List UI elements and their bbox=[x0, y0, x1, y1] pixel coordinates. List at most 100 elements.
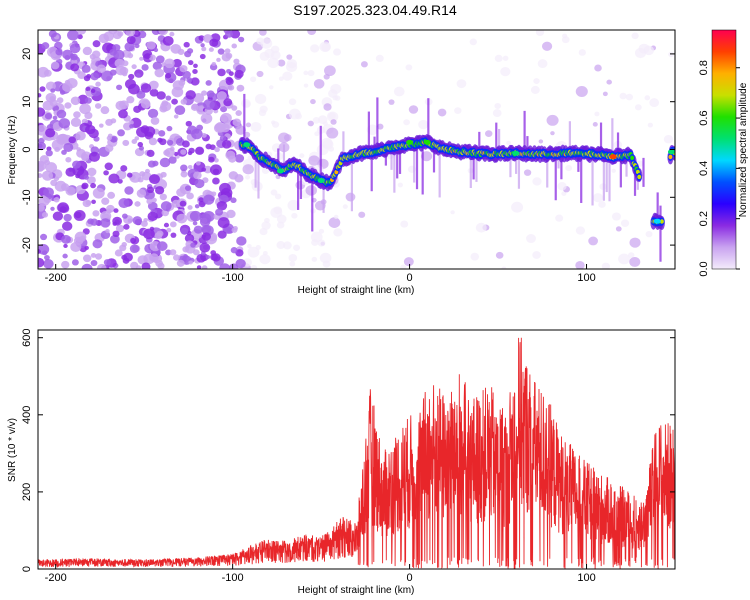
spectrogram-noise-cell bbox=[219, 114, 228, 122]
spectrogram-y-tick-label: 20 bbox=[21, 48, 33, 60]
spectrogram-noise-cell bbox=[247, 246, 260, 258]
chart-title: S197.2025.323.04.49.R14 bbox=[293, 2, 457, 18]
colorbar-gradient bbox=[712, 30, 736, 269]
spectrogram-x-tick-label: -100 bbox=[222, 272, 244, 284]
spectrogram-noise-cell bbox=[189, 210, 202, 222]
spectrogram-noise-cell bbox=[322, 139, 334, 150]
spectrogram-noise-cell bbox=[562, 33, 568, 39]
spectrogram-noise-cell bbox=[103, 170, 109, 176]
spectrogram-noise-cell bbox=[169, 249, 177, 256]
spectrogram-noise-cell bbox=[98, 123, 104, 128]
spectrogram-noise-cell bbox=[58, 118, 71, 129]
spectrogram-noise-cell bbox=[136, 90, 146, 99]
snr-x-label: Height of straight line (km) bbox=[298, 585, 415, 596]
spectrogram-noise-cell bbox=[219, 135, 227, 142]
spectrogram-noise-cell bbox=[41, 42, 50, 50]
spectrogram-noise-cell bbox=[450, 210, 455, 215]
spectrogram-noise-cell bbox=[403, 257, 414, 267]
spectrogram-noise-cell bbox=[561, 191, 567, 196]
spectrogram-noise-cell bbox=[100, 218, 111, 228]
spectrogram-noise-cell bbox=[555, 214, 564, 222]
spectrogram-noise-cell bbox=[282, 71, 293, 81]
spectrogram-noise-cell bbox=[192, 221, 198, 226]
spectrogram-noise-cell bbox=[598, 201, 606, 208]
spectrogram-noise-cell bbox=[575, 261, 585, 269]
spectrogram-noise-cell bbox=[360, 61, 368, 68]
spectrogram-noise-cell bbox=[299, 153, 305, 158]
spectrogram-noise-cell bbox=[50, 61, 60, 70]
spectrogram-noise-cell bbox=[122, 60, 129, 67]
spectrogram-noise-cell bbox=[322, 121, 328, 126]
spectrogram-noise-cell bbox=[172, 58, 182, 68]
spectrogram-x-label: Height of straight line (km) bbox=[298, 285, 415, 296]
spectrogram-noise-cell bbox=[199, 242, 211, 253]
spectrogram-noise-cell bbox=[137, 176, 144, 183]
spectrogram-noise-cell bbox=[250, 264, 258, 269]
spectrogram-noise-cell bbox=[140, 83, 152, 93]
spectrogram-noise-cell bbox=[219, 182, 231, 194]
spectrogram-ridge-core bbox=[637, 174, 642, 180]
spectrogram-noise-cell bbox=[303, 70, 309, 76]
spectrogram-noise-cell bbox=[342, 204, 348, 209]
colorbar-tick-label: 0.4 bbox=[698, 161, 710, 176]
spectrogram-noise-cell bbox=[180, 164, 188, 172]
spectrogram-noise-cell bbox=[307, 69, 315, 77]
spectrogram-noise-cell bbox=[165, 95, 172, 101]
spectrogram-noise-cell bbox=[184, 185, 192, 191]
snr-y-tick-label: 200 bbox=[21, 483, 33, 501]
spectrogram-noise-cell bbox=[63, 213, 72, 222]
spectrogram-noise-cell bbox=[203, 194, 215, 205]
spectrogram-noise-cell bbox=[238, 36, 245, 43]
spectrogram-noise-cell bbox=[206, 90, 215, 98]
spectrogram-noise-cell bbox=[575, 86, 588, 98]
spectrogram-noise-cell bbox=[182, 246, 190, 253]
spectrogram-noise-cell bbox=[123, 122, 132, 131]
spectrogram-noise-cell bbox=[41, 250, 48, 256]
spectrogram-noise-cell bbox=[502, 55, 509, 61]
spectrogram-noise-cell bbox=[223, 98, 233, 107]
spectrogram-noise-cell bbox=[187, 205, 193, 210]
spectrogram-noise-cell bbox=[311, 256, 318, 262]
spectrogram-noise-cell bbox=[408, 105, 419, 114]
spectrogram-noise-cell bbox=[308, 155, 320, 166]
spectrogram-noise-cell bbox=[184, 234, 195, 243]
spectrogram-noise-cell bbox=[287, 199, 300, 211]
spectrogram-noise-cell bbox=[180, 171, 188, 178]
spectrogram-noise-cell bbox=[45, 149, 53, 157]
spectrogram-noise-cell bbox=[114, 249, 123, 257]
spectrogram-noise-cell bbox=[124, 42, 135, 52]
spectrogram-noise-cell bbox=[95, 81, 101, 87]
spectrogram-noise-cell bbox=[485, 130, 493, 138]
spectrogram-noise-cell bbox=[663, 134, 674, 144]
spectrogram-noise-cell bbox=[332, 95, 338, 101]
spectrogram-noise-cell bbox=[110, 136, 117, 143]
spectrogram-noise-cell bbox=[405, 64, 413, 71]
spectrogram-noise-cell bbox=[86, 74, 92, 79]
spectrogram-noise-cell bbox=[259, 105, 268, 113]
spectrogram-noise-cell bbox=[140, 220, 148, 227]
spectrogram-noise-cell bbox=[200, 43, 205, 48]
spectrogram-noise-cell bbox=[188, 260, 193, 265]
spectrogram-noise-cell bbox=[131, 64, 137, 70]
spectrogram-noise-cell bbox=[90, 253, 97, 258]
spectrogram-noise-cell bbox=[211, 61, 217, 67]
spectrogram-noise-cell bbox=[119, 100, 129, 110]
spectrogram-noise-cell bbox=[245, 175, 251, 180]
spectrogram-noise-cell bbox=[565, 164, 573, 172]
spectrogram-noise-cell bbox=[286, 61, 298, 73]
spectrogram-noise-cell bbox=[217, 48, 225, 55]
spectrogram-noise-cell bbox=[319, 252, 332, 264]
spectrogram-noise-cell bbox=[94, 103, 102, 109]
spectrogram-noise-cell bbox=[112, 221, 118, 226]
spectrogram-noise-cell bbox=[109, 69, 117, 76]
spectrogram-noise-cell bbox=[79, 103, 91, 115]
spectrogram-noise-cell bbox=[620, 219, 630, 227]
spectrogram-noise-cell bbox=[136, 189, 147, 198]
spectrogram-noise-cell bbox=[276, 214, 287, 224]
spectrogram-noise-cell bbox=[38, 204, 45, 212]
spectrogram-noise-cell bbox=[154, 68, 165, 78]
spectrogram-noise-cell bbox=[92, 40, 101, 48]
spectrogram-noise-cell bbox=[526, 234, 536, 244]
spectrogram-noise-cell bbox=[90, 182, 96, 189]
